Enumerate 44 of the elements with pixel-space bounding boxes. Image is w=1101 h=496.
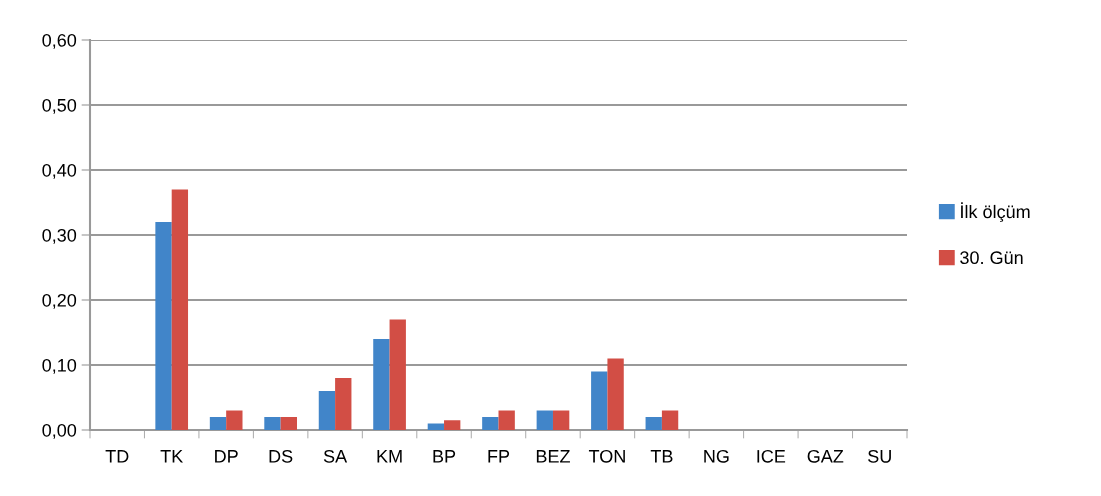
bar xyxy=(209,417,227,430)
bar xyxy=(498,410,515,430)
bar xyxy=(155,222,172,430)
bar xyxy=(373,339,390,430)
bar xyxy=(607,358,624,430)
legend-label: İlk ölçüm xyxy=(961,202,1030,222)
x-tick-label: NG xyxy=(704,449,729,463)
legend-label: 30. Gün xyxy=(960,251,1023,265)
x-tick-label: SU xyxy=(868,449,891,463)
bar xyxy=(427,423,445,430)
x-tick-label: TK xyxy=(160,450,184,463)
x-tick-label: ICE xyxy=(757,449,786,463)
x-tick-label: FP xyxy=(488,450,510,463)
x-tick-label: GAZ xyxy=(807,449,844,463)
x-tick-label: DS xyxy=(269,449,293,463)
y-tick-label: 0,30 xyxy=(42,228,77,244)
x-tick-label: TB xyxy=(650,450,673,463)
bar xyxy=(389,319,406,430)
x-tick-label: BEZ xyxy=(536,450,570,463)
bar xyxy=(171,189,189,430)
bar xyxy=(335,378,352,430)
y-tick-label: 0,50 xyxy=(42,98,77,114)
y-tick-label: 0,10 xyxy=(42,358,77,374)
x-tick-label: TON xyxy=(588,449,625,463)
x-tick-label: SA xyxy=(323,449,348,463)
bar xyxy=(482,417,499,430)
x-tick-label: TD xyxy=(105,450,129,463)
bar xyxy=(444,420,461,430)
x-tick-label: BP xyxy=(433,450,456,463)
y-tick-label: 0,60 xyxy=(42,33,77,49)
y-tick-label: 0,20 xyxy=(42,293,77,309)
y-tick-label: 0,40 xyxy=(42,163,77,179)
x-tick-label: KM xyxy=(377,450,402,463)
x-tick-label: DP xyxy=(215,450,238,463)
y-tick-label: 0,00 xyxy=(42,423,77,439)
bar xyxy=(226,410,243,430)
bar xyxy=(645,417,662,430)
bar xyxy=(318,391,336,430)
bar xyxy=(591,371,608,430)
bar xyxy=(264,417,281,430)
bar xyxy=(552,410,570,430)
bar xyxy=(536,410,553,430)
bar xyxy=(280,417,297,430)
bar xyxy=(661,410,679,430)
